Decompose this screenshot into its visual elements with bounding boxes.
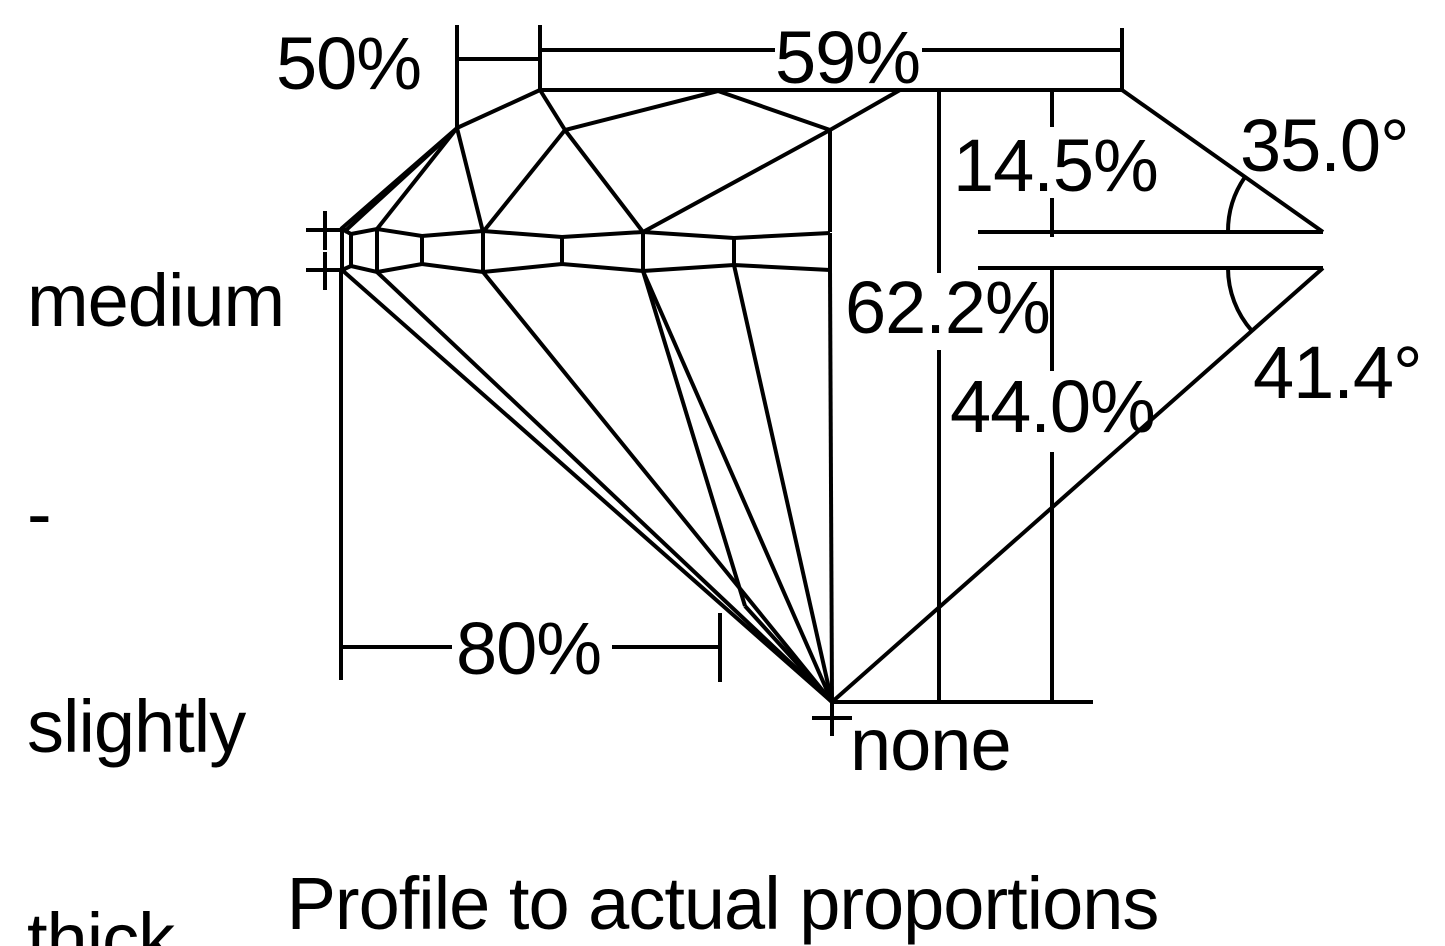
total-depth-label: 62.2% <box>845 266 1051 349</box>
dimension-lines <box>339 25 1124 704</box>
pavilion-outline-right <box>830 266 1325 704</box>
pavilion-outline-left <box>340 268 834 704</box>
crown-facets <box>339 88 1325 234</box>
pavilion-angle-arc <box>1226 267 1254 333</box>
culet-label: none <box>850 703 1012 786</box>
girdle-top-plus-mark <box>306 211 346 250</box>
star-length-label: 50% <box>276 22 422 105</box>
crown-outline-right <box>1120 88 1325 234</box>
table-size-label: 59% <box>775 16 921 99</box>
crown-angle-label: 35.0° <box>1240 104 1410 187</box>
plus-marks <box>306 211 852 736</box>
pavilion-angle-label: 41.4° <box>1253 331 1423 414</box>
crown-height-label: 14.5% <box>953 124 1159 207</box>
girdle-bottom-edge <box>341 261 831 275</box>
lower-girdle-label: 80% <box>456 607 602 690</box>
girdle-band <box>340 226 1323 275</box>
diagram-caption: Profile to actual proportions <box>286 862 1160 945</box>
pavilion-depth-label: 44.0% <box>950 365 1156 448</box>
culet-plus-mark <box>812 700 852 736</box>
girdle-bottom-plus-mark <box>306 252 346 290</box>
angle-arcs <box>1225 175 1254 333</box>
girdle-top-edge <box>341 226 831 241</box>
girdle-description-line: - <box>27 472 52 555</box>
girdle-description-line: thick <box>27 898 175 946</box>
pavilion-center-vertical <box>828 269 834 703</box>
crown-sliver-edge <box>342 132 453 234</box>
pavilion-facets <box>340 264 1325 704</box>
girdle-description-line: slightly <box>27 685 246 768</box>
girdle-description: medium - slightly thick (faceted) 4.0% <box>27 123 310 946</box>
crown-angle-arc <box>1225 175 1247 233</box>
girdle-description-line: medium <box>27 259 285 342</box>
